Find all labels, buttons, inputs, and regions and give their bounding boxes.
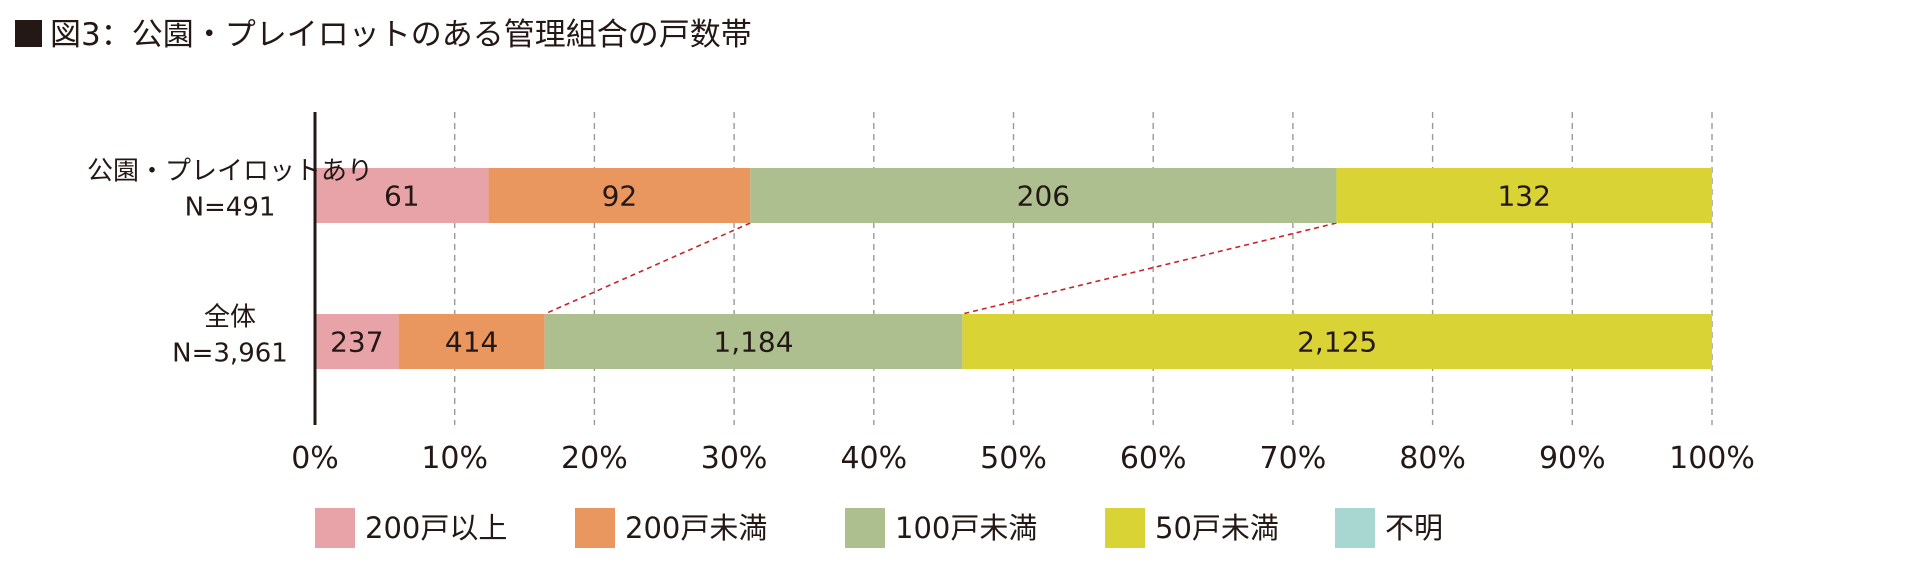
- bar-segment: [315, 314, 399, 369]
- data-label: 237: [330, 326, 383, 359]
- x-tick-label: 90%: [1539, 441, 1606, 476]
- x-tick-label: 60%: [1120, 441, 1187, 476]
- x-tick-labels: 0% 10% 20% 30% 40% 50% 60% 70% 80% 90% 100%: [291, 441, 1755, 476]
- legend-label: 200戸以上: [365, 511, 507, 545]
- data-label: 414: [445, 326, 498, 359]
- connector-lines: [544, 222, 1337, 315]
- category-labels: 公園・プレイロットあり N=491 全体 N=3,961: [87, 157, 373, 369]
- legend-label: 不明: [1385, 511, 1443, 545]
- title-marker: [15, 20, 42, 47]
- legend-swatch: [1335, 508, 1375, 548]
- x-tick-label: 10%: [421, 441, 488, 476]
- category-label: 全体: [204, 303, 256, 333]
- x-tick-label: 80%: [1399, 441, 1466, 476]
- bar-segment: [398, 314, 545, 369]
- data-label: 206: [1017, 180, 1070, 213]
- x-tick-label: 50%: [980, 441, 1047, 476]
- chart-title: 図3：公園・プレイロットのある管理組合の戸数帯: [50, 17, 752, 53]
- bar-segment: [544, 314, 963, 369]
- data-label: 2,125: [1297, 326, 1377, 359]
- legend-label: 50戸未満: [1155, 511, 1279, 545]
- legend-swatch: [315, 508, 355, 548]
- gridlines: [454, 112, 1713, 425]
- bar-segment: [1336, 168, 1712, 223]
- category-label: 公園・プレイロットあり: [87, 157, 373, 187]
- x-tick-label: 0%: [291, 441, 339, 476]
- data-label: 1,184: [713, 326, 793, 359]
- bars: 61 92 206 132 237 414 1,184 2,125: [315, 168, 1712, 369]
- x-tick-label: 30%: [701, 441, 768, 476]
- x-tick-label: 70%: [1260, 441, 1327, 476]
- data-label: 132: [1497, 180, 1550, 213]
- bar-segment: [750, 168, 1337, 223]
- data-label: 61: [384, 180, 420, 213]
- legend-swatch: [575, 508, 615, 548]
- bar-segment: [315, 168, 489, 223]
- legend-label: 200戸未満: [625, 511, 767, 545]
- x-tick-label: 40%: [840, 441, 907, 476]
- data-label: 92: [602, 180, 638, 213]
- x-tick-label: 100%: [1669, 441, 1755, 476]
- legend-swatch: [845, 508, 885, 548]
- legend: 200戸以上 200戸未満 100戸未満 50戸未満 不明: [315, 508, 1443, 548]
- bar-segment: [962, 314, 1712, 369]
- connector-line: [962, 222, 1337, 315]
- category-label: N=491: [185, 193, 276, 223]
- legend-label: 100戸未満: [895, 511, 1037, 545]
- bar-segment: [488, 168, 751, 223]
- x-tick-label: 20%: [561, 441, 628, 476]
- connector-line: [544, 222, 751, 315]
- category-label: N=3,961: [172, 339, 288, 369]
- legend-swatch: [1105, 508, 1145, 548]
